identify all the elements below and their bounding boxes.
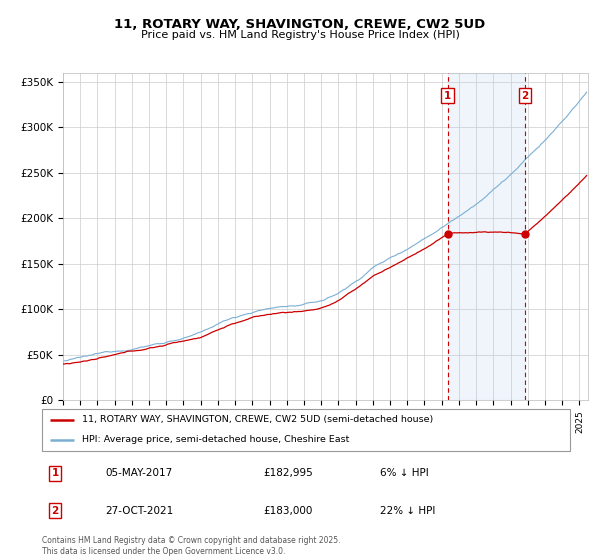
Text: 1: 1 (444, 91, 451, 101)
Text: 27-OCT-2021: 27-OCT-2021 (106, 506, 173, 516)
Bar (448, 73, 525, 400)
Text: 22% ↓ HPI: 22% ↓ HPI (380, 506, 435, 516)
Text: Price paid vs. HM Land Registry's House Price Index (HPI): Price paid vs. HM Land Registry's House … (140, 30, 460, 40)
Text: £183,000: £183,000 (264, 506, 313, 516)
Text: 2: 2 (52, 506, 59, 516)
Text: 11, ROTARY WAY, SHAVINGTON, CREWE, CW2 5UD: 11, ROTARY WAY, SHAVINGTON, CREWE, CW2 5… (115, 17, 485, 31)
Text: 11, ROTARY WAY, SHAVINGTON, CREWE, CW2 5UD (semi-detached house): 11, ROTARY WAY, SHAVINGTON, CREWE, CW2 5… (82, 415, 433, 424)
Text: £182,995: £182,995 (264, 468, 314, 478)
Text: 2: 2 (521, 91, 529, 101)
Text: 6% ↓ HPI: 6% ↓ HPI (380, 468, 428, 478)
Text: 1: 1 (52, 468, 59, 478)
FancyBboxPatch shape (42, 409, 570, 451)
Text: Contains HM Land Registry data © Crown copyright and database right 2025.
This d: Contains HM Land Registry data © Crown c… (42, 536, 341, 556)
Text: HPI: Average price, semi-detached house, Cheshire East: HPI: Average price, semi-detached house,… (82, 435, 349, 445)
Text: 05-MAY-2017: 05-MAY-2017 (106, 468, 173, 478)
